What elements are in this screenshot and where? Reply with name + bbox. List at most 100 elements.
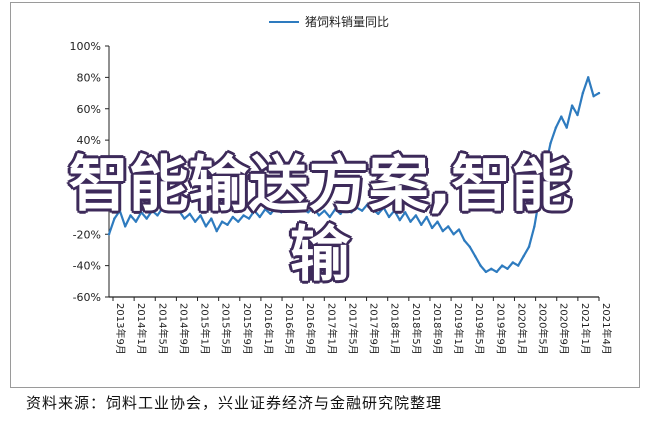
data-point bbox=[333, 207, 337, 211]
data-point bbox=[377, 212, 380, 216]
data-point bbox=[247, 217, 251, 220]
data-point bbox=[366, 203, 369, 206]
x-tick-label: 2015年5月 bbox=[220, 303, 233, 355]
data-point bbox=[409, 220, 412, 223]
data-point bbox=[570, 104, 574, 107]
data-point bbox=[457, 228, 461, 231]
data-point bbox=[350, 211, 353, 214]
x-tick-label: 2021年4月 bbox=[600, 303, 613, 355]
data-point bbox=[484, 270, 488, 274]
data-point bbox=[307, 211, 310, 214]
data-point bbox=[188, 212, 191, 216]
data-point bbox=[199, 214, 202, 217]
data-point bbox=[280, 211, 283, 214]
x-tick-label: 2016年9月 bbox=[304, 303, 317, 355]
y-tick-label: 0% bbox=[84, 197, 101, 210]
data-point bbox=[495, 270, 498, 274]
x-tick-label: 2013年9月 bbox=[114, 303, 127, 355]
x-tick-label: 2018年1月 bbox=[389, 303, 402, 355]
data-point bbox=[371, 207, 375, 211]
data-point bbox=[565, 126, 568, 129]
data-point bbox=[215, 229, 218, 233]
data-point bbox=[290, 209, 294, 212]
data-point bbox=[533, 225, 536, 228]
data-point bbox=[134, 220, 138, 223]
data-point bbox=[237, 220, 240, 223]
data-point bbox=[581, 91, 585, 95]
x-tick-label: 2020年1月 bbox=[515, 303, 528, 355]
x-tick-label: 2019年1月 bbox=[452, 303, 465, 355]
data-point bbox=[156, 214, 159, 217]
data-point bbox=[323, 209, 326, 212]
x-tick-label: 2017年1月 bbox=[325, 303, 338, 355]
data-point bbox=[479, 264, 482, 267]
data-point bbox=[463, 239, 466, 242]
y-tick-label: -40% bbox=[73, 260, 101, 273]
data-point bbox=[263, 207, 267, 211]
data-point bbox=[269, 212, 272, 216]
x-tick-label: 2015年1月 bbox=[199, 303, 212, 355]
data-point bbox=[549, 142, 552, 145]
data-point bbox=[473, 255, 477, 258]
data-point bbox=[317, 214, 321, 217]
data-point bbox=[511, 261, 515, 264]
data-point bbox=[274, 206, 278, 209]
data-point bbox=[193, 220, 197, 223]
data-point bbox=[204, 225, 208, 228]
data-point bbox=[231, 215, 235, 219]
data-point bbox=[436, 220, 439, 223]
x-tick-label: 2018年5月 bbox=[410, 303, 423, 355]
data-point bbox=[382, 206, 385, 209]
data-point bbox=[312, 206, 315, 209]
legend-label: 猪饲料销量同比 bbox=[305, 15, 390, 29]
data-point bbox=[560, 115, 563, 118]
data-point bbox=[554, 126, 558, 129]
data-point bbox=[129, 214, 132, 217]
data-point bbox=[339, 212, 342, 216]
x-tick-label: 2016年1月 bbox=[262, 303, 275, 355]
data-point bbox=[226, 223, 229, 227]
y-tick-label: 20% bbox=[77, 166, 101, 179]
y-tick-label: 60% bbox=[77, 103, 101, 116]
data-point bbox=[172, 204, 175, 208]
data-point bbox=[592, 95, 595, 98]
data-point bbox=[425, 215, 428, 219]
x-tick-label: 2017年9月 bbox=[368, 303, 381, 355]
data-point bbox=[258, 215, 261, 219]
data-point bbox=[517, 264, 520, 267]
x-tick-label: 2016年5月 bbox=[283, 303, 296, 355]
y-tick-label: 100% bbox=[70, 40, 101, 53]
x-tick-label: 2014年5月 bbox=[156, 303, 169, 355]
x-tick-label: 2018年9月 bbox=[431, 303, 444, 355]
data-point bbox=[490, 267, 493, 270]
data-point bbox=[296, 203, 299, 206]
data-point bbox=[543, 167, 547, 170]
data-point bbox=[328, 215, 331, 219]
x-tick-label: 2020年9月 bbox=[558, 303, 571, 355]
data-point bbox=[177, 209, 181, 212]
chart-plot: 100% 80% 60% 40% 20% 0% -20% -40% -60% 2013年9月 201… bbox=[70, 40, 613, 355]
x-tick-label: 2019年5月 bbox=[473, 303, 486, 355]
data-point bbox=[430, 226, 434, 230]
source-note: 资料来源：饲料工业协会，兴业证券经济与金融研究院整理 bbox=[26, 394, 443, 412]
data-point bbox=[253, 209, 256, 212]
x-tick-label: 2017年5月 bbox=[346, 303, 359, 355]
y-tick-label: 80% bbox=[77, 71, 101, 84]
data-point bbox=[183, 217, 186, 220]
data-point bbox=[527, 245, 531, 248]
x-tick-label: 2015年9月 bbox=[241, 303, 254, 355]
data-point bbox=[210, 217, 213, 220]
data-point bbox=[161, 206, 165, 209]
data-point bbox=[420, 223, 423, 227]
y-tick-label: -60% bbox=[73, 291, 101, 304]
y-tick-label: 40% bbox=[77, 134, 101, 147]
data-point bbox=[387, 215, 391, 219]
data-point bbox=[220, 220, 224, 223]
data-point bbox=[538, 193, 541, 197]
x-tick-label: 2020年5月 bbox=[537, 303, 550, 355]
data-point bbox=[447, 225, 450, 228]
data-point bbox=[403, 211, 407, 214]
data-point bbox=[398, 218, 401, 222]
data-point bbox=[414, 214, 418, 217]
data-point bbox=[150, 209, 154, 212]
